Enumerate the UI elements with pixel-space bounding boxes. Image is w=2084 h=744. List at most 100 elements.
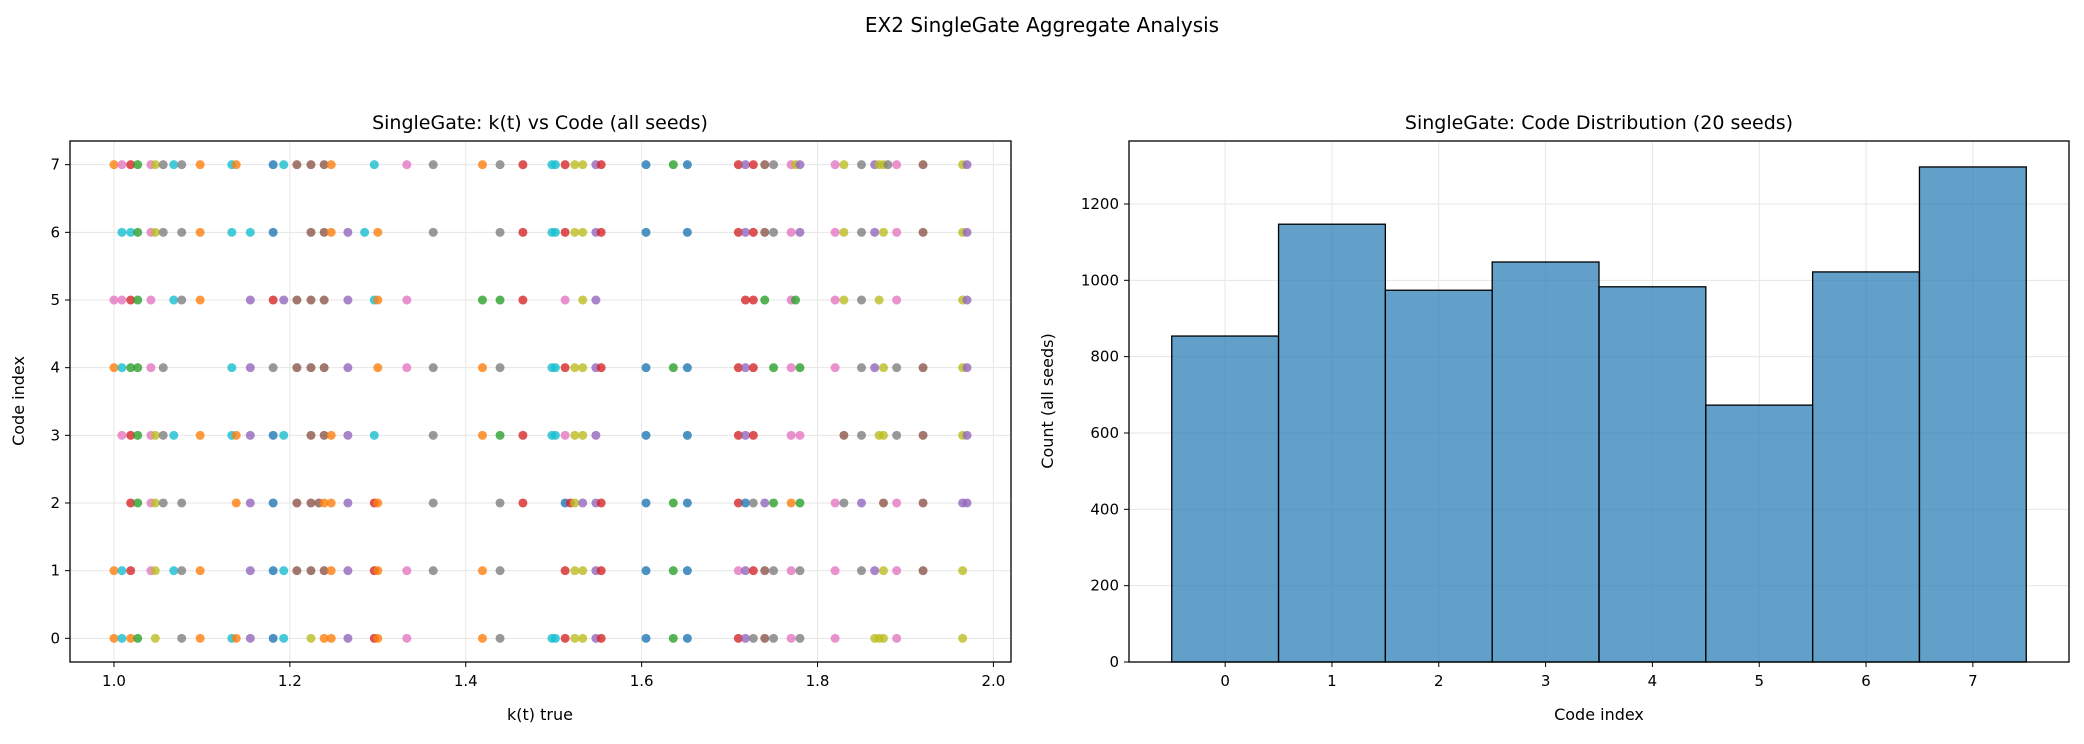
histogram-ylabel: Count (all seeds) — [1038, 333, 1057, 468]
x-tick-label: 2 — [1434, 672, 1444, 690]
scatter-point — [150, 566, 160, 576]
scatter-point — [830, 363, 840, 373]
scatter-point — [402, 633, 412, 643]
scatter-point — [791, 295, 801, 305]
scatter-point — [795, 498, 805, 508]
scatter-point — [570, 498, 580, 508]
scatter-point — [146, 295, 156, 305]
scatter-point — [769, 633, 779, 643]
scatter-point — [195, 227, 205, 237]
scatter-point — [892, 363, 902, 373]
scatter-point — [668, 498, 678, 508]
scatter-point — [786, 498, 796, 508]
scatter-point — [477, 160, 487, 170]
scatter-point — [769, 566, 779, 576]
scatter-point — [195, 430, 205, 440]
scatter-point — [231, 498, 241, 508]
scatter-point — [769, 498, 779, 508]
scatter-point — [769, 363, 779, 373]
scatter-point — [878, 227, 888, 237]
scatter-point — [373, 227, 383, 237]
scatter-point — [126, 160, 136, 170]
scatter-point — [641, 160, 651, 170]
scatter-point — [578, 363, 588, 373]
scatter-point — [360, 227, 370, 237]
scatter-point — [878, 566, 888, 576]
scatter-point — [878, 363, 888, 373]
scatter-point — [962, 430, 972, 440]
histogram-bar — [1705, 404, 1814, 663]
scatter-point — [795, 566, 805, 576]
scatter-point — [550, 430, 560, 440]
scatter-point — [306, 363, 316, 373]
scatter-point — [402, 295, 412, 305]
scatter-point — [495, 498, 505, 508]
scatter-point — [150, 227, 160, 237]
scatter-point — [578, 227, 588, 237]
scatter-point — [740, 498, 750, 508]
scatter-point — [227, 227, 237, 237]
scatter-point — [268, 227, 278, 237]
scatter-point — [596, 160, 606, 170]
y-tick-label: 5 — [50, 291, 60, 309]
scatter-point — [596, 498, 606, 508]
scatter-point — [195, 295, 205, 305]
scatter-point — [428, 363, 438, 373]
scatter-point — [319, 363, 329, 373]
scatter-point — [195, 633, 205, 643]
x-tick-label: 1.2 — [278, 672, 302, 690]
scatter-point — [578, 498, 588, 508]
scatter-point — [177, 160, 187, 170]
scatter-point — [177, 295, 187, 305]
scatter-point — [878, 498, 888, 508]
scatter-point — [109, 566, 119, 576]
scatter-point — [126, 295, 136, 305]
scatter-point — [369, 160, 379, 170]
scatter-point — [133, 633, 143, 643]
scatter-point — [570, 227, 580, 237]
scatter-point — [343, 633, 353, 643]
scatter-xlabel: k(t) true — [507, 705, 573, 724]
scatter-point — [319, 633, 329, 643]
scatter-point — [839, 295, 849, 305]
scatter-point — [326, 160, 336, 170]
scatter-point — [578, 160, 588, 170]
scatter-point — [918, 363, 928, 373]
scatter-point — [682, 227, 692, 237]
scatter-point — [133, 430, 143, 440]
scatter-point — [126, 498, 136, 508]
scatter-point — [158, 227, 168, 237]
histogram-bars — [1171, 166, 2027, 663]
scatter-point — [748, 566, 758, 576]
scatter-point — [550, 633, 560, 643]
scatter-point — [109, 363, 119, 373]
scatter-point — [177, 227, 187, 237]
histogram-bar — [1384, 289, 1493, 663]
scatter-point — [169, 160, 179, 170]
scatter-point — [117, 227, 127, 237]
scatter-point — [740, 295, 750, 305]
scatter-point — [878, 430, 888, 440]
scatter-point — [830, 160, 840, 170]
histogram-xlabel: Code index — [1554, 705, 1644, 724]
scatter-point — [578, 430, 588, 440]
scatter-point — [150, 498, 160, 508]
scatter-point — [292, 160, 302, 170]
scatter-point — [570, 566, 580, 576]
scatter-point — [245, 633, 255, 643]
scatter-point — [195, 566, 205, 576]
scatter-point — [550, 227, 560, 237]
scatter-point — [169, 430, 179, 440]
scatter-point — [733, 498, 743, 508]
scatter-point — [373, 363, 383, 373]
scatter-point — [343, 363, 353, 373]
scatter-point — [402, 566, 412, 576]
scatter-point — [150, 633, 160, 643]
scatter-point — [550, 363, 560, 373]
scatter-point — [856, 363, 866, 373]
scatter-point — [373, 566, 383, 576]
scatter-point — [117, 566, 127, 576]
scatter-point — [117, 160, 127, 170]
scatter-point — [962, 227, 972, 237]
scatter-point — [641, 566, 651, 576]
